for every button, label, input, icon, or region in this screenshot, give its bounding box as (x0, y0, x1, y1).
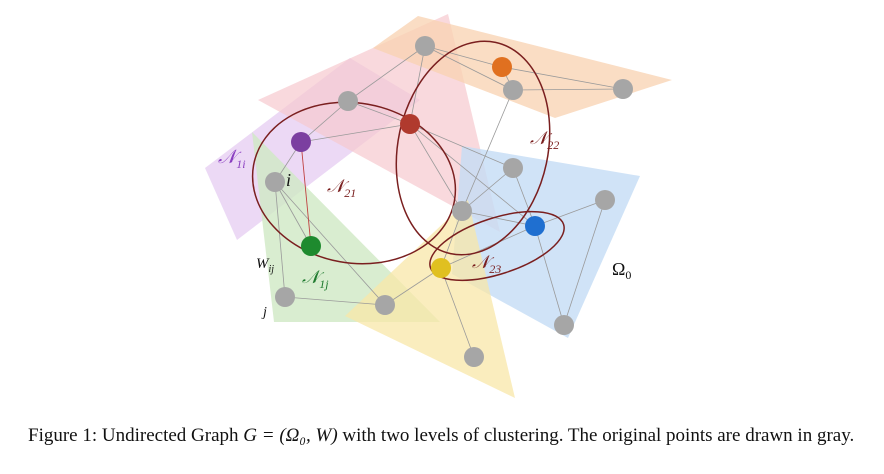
figure-caption: Figure 1: Undirected Graph G = (Ω₀, W) w… (28, 424, 858, 447)
caption-math: G = (Ω₀, W) (243, 425, 338, 446)
blue-region (452, 146, 640, 338)
graph-node (338, 91, 358, 111)
label-wij: Wij (256, 256, 274, 275)
caption-prefix: Figure 1: Undirected Graph (28, 425, 244, 446)
graph-node-j (275, 287, 295, 307)
label-n1i: 𝒩1i (218, 147, 246, 171)
graph-edges (274, 45, 624, 358)
graph-node (464, 347, 484, 367)
orange-node (492, 57, 512, 77)
gray-nodes (265, 36, 633, 367)
cluster-ellipses (251, 40, 565, 282)
graph-node-i (265, 172, 285, 192)
graph-node (375, 295, 395, 315)
intra-cluster-edge (300, 141, 312, 247)
label-omega0: Ω0 (612, 259, 631, 282)
graph-node (503, 80, 523, 100)
ellipse-n22 (395, 40, 551, 256)
graph-node (415, 36, 435, 56)
label-n21: 𝒩21 (327, 176, 356, 200)
yellow-node (431, 258, 451, 278)
ellipse-n23 (429, 210, 565, 282)
blue-node (525, 216, 545, 236)
graph-node (452, 201, 472, 221)
green-node (301, 236, 321, 256)
graph-figure: 𝒩1i i 𝒩21 𝒩22 Wij 𝒩1j 𝒩23 j Ω0 (205, 14, 672, 398)
label-j: j (261, 305, 267, 320)
label-n23: 𝒩23 (472, 252, 501, 276)
label-n22: 𝒩22 (530, 128, 559, 152)
orange-region (373, 16, 672, 118)
caption-suffix: with two levels of clustering. The origi… (337, 425, 855, 446)
graph-node (595, 190, 615, 210)
graph-node (503, 158, 523, 178)
ellipse-n21 (251, 101, 457, 265)
label-i: i (286, 170, 291, 190)
graph-node (613, 79, 633, 99)
red-node (400, 114, 420, 134)
purple-node (291, 132, 311, 152)
graph-node (554, 315, 574, 335)
